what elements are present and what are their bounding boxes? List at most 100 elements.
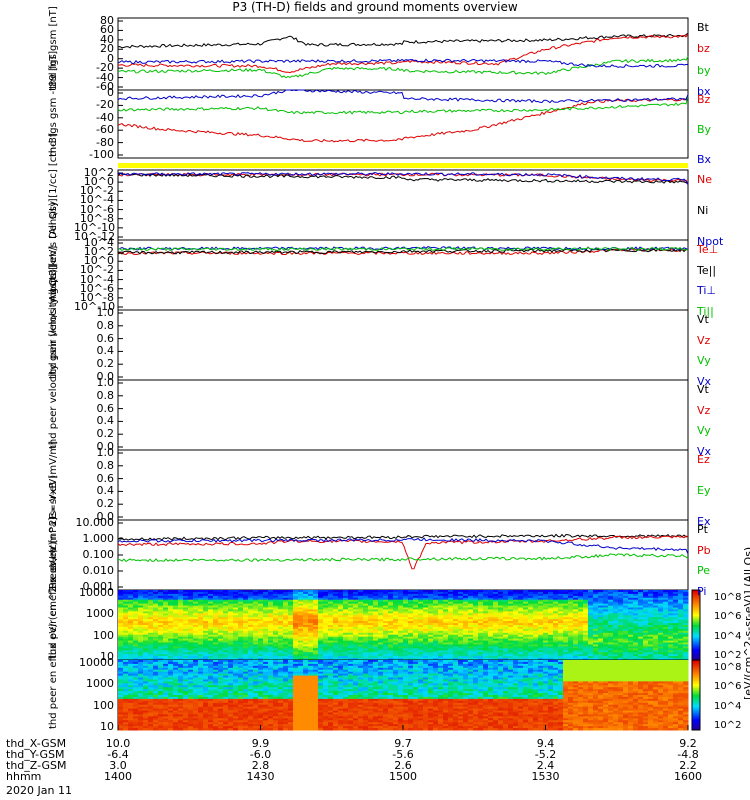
heatmap-cell: [408, 636, 414, 640]
heatmap-cell: [303, 609, 309, 612]
heatmap-cell: [388, 650, 394, 653]
heatmap-cell: [163, 632, 169, 636]
heatmap-cell: [628, 591, 634, 595]
heatmap-cell: [353, 654, 359, 657]
heatmap-cell: [148, 683, 154, 686]
heatmap-cell: [143, 706, 149, 710]
heatmap-cell: [278, 623, 284, 626]
heatmap-cell: [333, 652, 339, 655]
colorbar-segment: [692, 637, 700, 640]
heatmap-cell: [233, 615, 239, 618]
heatmap-cell: [203, 706, 209, 710]
heatmap-cell: [128, 595, 134, 599]
heatmap-cell: [148, 673, 154, 676]
heatmap-cell: [143, 720, 149, 723]
heatmap-cell: [618, 632, 624, 636]
heatmap-cell: [513, 615, 519, 618]
heatmap-cell: [168, 646, 174, 649]
heatmap-cell: [158, 704, 164, 708]
heatmap-cell: [178, 611, 184, 614]
heatmap-cell: [613, 625, 619, 628]
heatmap-cell: [208, 617, 214, 620]
heatmap-cell: [453, 630, 459, 634]
heatmap-cell: [178, 669, 184, 673]
heatmap-cell: [118, 644, 124, 647]
heatmap-cell: [683, 621, 689, 624]
heatmap-cell: [473, 650, 479, 653]
heatmap-cell: [488, 654, 494, 657]
heatmap-cell: [308, 607, 314, 610]
heatmap-cell: [623, 644, 629, 647]
heatmap-cell: [383, 601, 389, 605]
heatmap-cell: [428, 652, 434, 655]
heatmap-cell: [618, 642, 624, 645]
heatmap-cell: [313, 617, 319, 620]
heatmap-cell: [308, 613, 314, 616]
heatmap-cell: [403, 597, 409, 601]
heatmap-cell: [178, 708, 184, 711]
heatmap-cell: [463, 615, 469, 618]
heatmap-cell: [648, 642, 654, 645]
heatmap-cell: [518, 652, 524, 655]
heatmap-cell: [198, 652, 204, 655]
heatmap-cell: [533, 593, 539, 597]
heatmap-cell: [523, 652, 529, 655]
heatmap-cell: [473, 619, 479, 622]
heatmap-cell: [588, 632, 594, 636]
heatmap-cell: [493, 636, 499, 640]
heatmap-cell: [523, 603, 529, 606]
heatmap-cell: [148, 726, 154, 729]
heatmap-cell: [168, 636, 174, 640]
heatmap-cell: [178, 724, 184, 727]
heatmap-cell: [203, 611, 209, 614]
heatmap-cell: [333, 636, 339, 640]
heatmap-cell: [178, 693, 184, 696]
heatmap-cell: [193, 673, 199, 676]
heatmap-cell: [138, 593, 144, 597]
heatmap-cell: [213, 658, 219, 661]
heatmap-cell: [263, 613, 269, 616]
heatmap-cell: [308, 656, 314, 659]
heatmap-cell: [133, 720, 139, 723]
heatmap-cell: [383, 607, 389, 610]
heatmap-cell: [118, 638, 124, 641]
heatmap-cell: [118, 656, 124, 659]
heatmap-cell: [653, 648, 659, 651]
heatmap-cell: [568, 609, 574, 612]
heatmap-cell: [218, 714, 224, 717]
heatmap-cell: [403, 611, 409, 614]
heatmap-cell: [483, 626, 489, 630]
heatmap-cell: [578, 613, 584, 616]
heatmap-cell: [373, 658, 379, 661]
heatmap-cell: [643, 625, 649, 628]
heatmap-cell: [628, 613, 634, 616]
heatmap-cell: [318, 648, 324, 651]
heatmap-cell: [218, 675, 224, 678]
heatmap-cell: [188, 683, 194, 686]
heatmap-cell: [618, 625, 624, 628]
heatmap-cell: [408, 613, 414, 616]
heatmap-cell: [153, 716, 159, 719]
heatmap-cell: [133, 642, 139, 645]
heatmap-cell: [288, 636, 294, 640]
heatmap-cell: [468, 638, 474, 641]
heatmap-cell: [548, 615, 554, 618]
heatmap-cell: [343, 628, 349, 632]
heatmap-cell: [263, 640, 269, 643]
heatmap-cell: [353, 644, 359, 647]
heatmap-cell: [363, 644, 369, 647]
heatmap-cell: [473, 654, 479, 657]
heatmap-cell: [203, 683, 209, 686]
heatmap-cell: [328, 623, 334, 626]
heatmap-cell: [123, 663, 129, 667]
heatmap-cell: [193, 595, 199, 599]
heatmap-cell: [473, 632, 479, 636]
heatmap-cell: [183, 665, 189, 669]
heatmap-cell: [418, 650, 424, 653]
heatmap-cell: [353, 646, 359, 649]
heatmap-cell: [638, 603, 644, 606]
heatmap-cell: [398, 595, 404, 599]
heatmap-cell: [118, 609, 124, 612]
heatmap-cell: [428, 607, 434, 610]
heatmap-cell: [633, 591, 639, 595]
